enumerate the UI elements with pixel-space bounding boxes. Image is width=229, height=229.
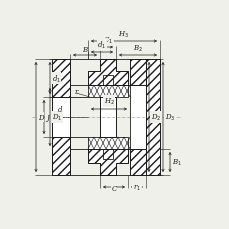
- Bar: [100, 98, 115, 137]
- Text: r$_1$: r$_1$: [132, 183, 140, 192]
- Text: C$_1$: C$_1$: [103, 36, 112, 46]
- Text: d: d: [57, 106, 62, 114]
- Text: J: J: [46, 114, 49, 121]
- Polygon shape: [88, 60, 128, 86]
- Text: B: B: [82, 46, 87, 54]
- Bar: [88, 86, 128, 98]
- Text: D: D: [38, 114, 44, 121]
- Polygon shape: [129, 86, 145, 149]
- Bar: [88, 137, 128, 149]
- Polygon shape: [145, 60, 159, 175]
- Text: C: C: [111, 184, 116, 192]
- Text: H$_2$: H$_2$: [103, 96, 114, 106]
- Bar: [103, 149, 112, 159]
- Polygon shape: [52, 98, 70, 137]
- Text: r: r: [74, 88, 77, 95]
- Text: D$_2$: D$_2$: [150, 112, 161, 123]
- Polygon shape: [52, 60, 70, 98]
- Polygon shape: [52, 137, 70, 175]
- Polygon shape: [88, 149, 128, 175]
- Text: d$_1$: d$_1$: [51, 73, 60, 84]
- Text: B$_2$: B$_2$: [132, 44, 142, 54]
- Text: D$_3$: D$_3$: [164, 112, 175, 123]
- Polygon shape: [129, 149, 145, 175]
- Polygon shape: [129, 60, 145, 86]
- Bar: [103, 76, 112, 86]
- Text: d$_1$: d$_1$: [97, 40, 106, 51]
- Text: H$_3$: H$_3$: [118, 30, 129, 40]
- Text: B$_1$: B$_1$: [171, 157, 181, 167]
- Text: D$_1$: D$_1$: [52, 112, 62, 123]
